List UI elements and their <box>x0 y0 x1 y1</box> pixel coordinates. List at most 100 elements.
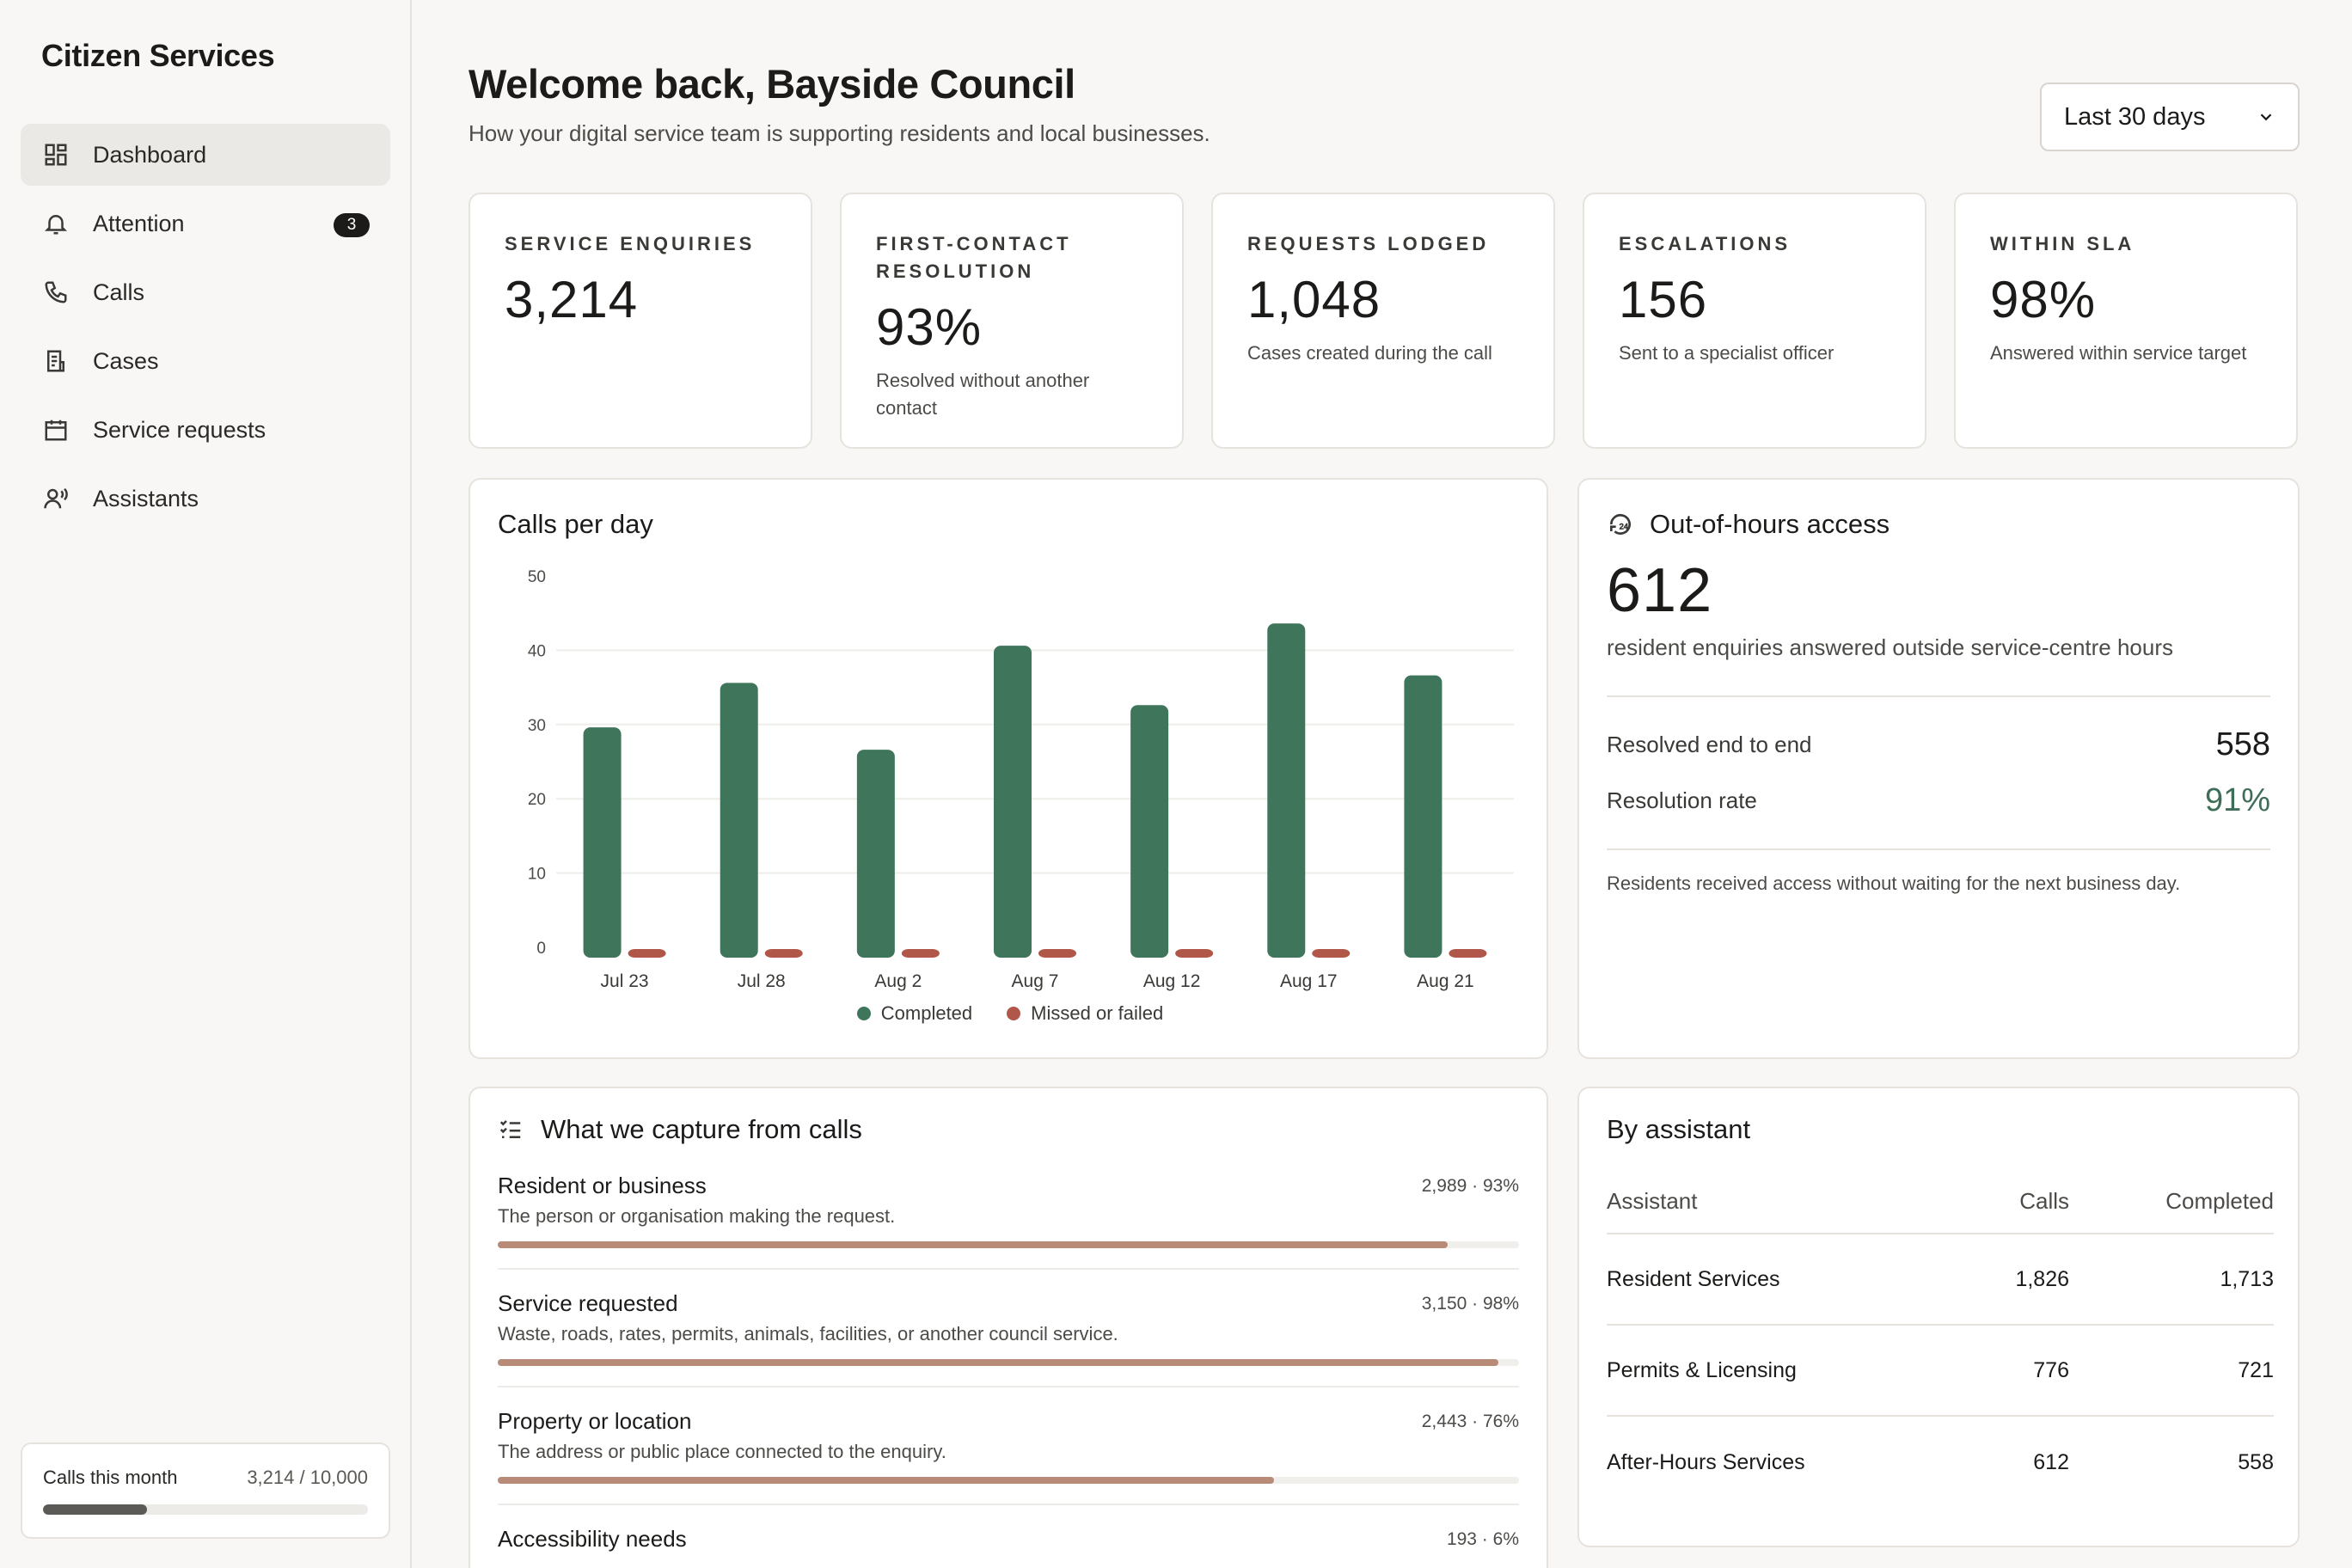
capture-bar <box>498 1359 1519 1366</box>
assistant-calls: 612 <box>2033 1449 2069 1474</box>
sidebar-item-label: Calls <box>93 279 145 305</box>
usage-label: Calls this month <box>43 1467 178 1488</box>
divider <box>1607 848 2270 850</box>
bar-completed <box>856 750 895 958</box>
calendar-icon <box>43 417 69 443</box>
page-subtitle: How your digital service team is support… <box>469 120 1210 146</box>
bar-completed <box>720 683 758 958</box>
chart-title: Calls per day <box>498 509 653 539</box>
capture-desc: Waste, roads, rates, permits, animals, f… <box>498 1323 1118 1344</box>
kpi-label: Service enquiries <box>505 233 756 254</box>
legend-label: Completed <box>880 1002 973 1024</box>
sidebar-nav: Dashboard Attention 3 Calls Cases Serv <box>21 124 390 536</box>
kpi-label: First-contact resolution <box>876 233 1072 282</box>
assistant-completed: 721 <box>2238 1357 2274 1382</box>
usage-progress-bar <box>43 1504 368 1515</box>
sidebar-item-assistants[interactable]: Assistants <box>21 468 390 530</box>
kpi-card-escalations: Escalations 156 Sent to a specialist off… <box>1583 193 1926 449</box>
bar-completed <box>994 646 1032 958</box>
kpi-card-requests-lodged: Requests lodged 1,048 Cases created duri… <box>1211 193 1555 449</box>
x-tick-label: Aug 2 <box>874 971 922 991</box>
ooh-row-resolved: Resolved end to end 558 <box>1607 726 2270 763</box>
assistant-calls: 1,826 <box>2015 1266 2069 1291</box>
table-header: Assistant Calls Completed <box>1607 1169 2274 1234</box>
chevron-down-icon <box>2260 113 2272 121</box>
table-row[interactable]: After-Hours Services 612 558 <box>1607 1417 2274 1508</box>
out-of-hours-title: Out-of-hours access <box>1650 509 1890 539</box>
capture-bar-fill <box>498 1477 1274 1484</box>
checklist-icon <box>499 1120 521 1138</box>
ooh-row-label: Resolved end to end <box>1607 732 1812 757</box>
sidebar-item-label: Dashboard <box>93 141 207 168</box>
list-item: Accessibility needs 193 · 6% <box>498 1505 1519 1568</box>
kpi-card-service-enquiries: Service enquiries 3,214 <box>469 193 812 449</box>
sidebar-item-dashboard[interactable]: Dashboard <box>21 124 390 186</box>
date-range-value: Last 30 days <box>2064 102 2206 131</box>
svg-text:24: 24 <box>1620 522 1628 530</box>
bar-missed <box>901 949 940 958</box>
assistant-table: Assistant Calls Completed Resident Servi… <box>1607 1169 2274 1508</box>
assistant-calls: 776 <box>2033 1357 2069 1382</box>
bar-missed <box>628 949 666 958</box>
calls-per-day-chart-card: 0 10 20 30 40 50 Jul 23 Jul 28 Aug 2 Aug 7 Aug 12 A… <box>469 478 1548 1059</box>
capture-bar <box>498 1477 1519 1484</box>
by-assistant-card: By assistant Assistant Calls Completed R… <box>1577 1087 2300 1547</box>
capture-bar-fill <box>498 1241 1448 1248</box>
bar-missed <box>1175 949 1214 958</box>
out-of-hours-card: 24 Out-of-hours access 612 resident enqu… <box>1577 478 2300 1059</box>
ooh-row-value: 91% <box>2204 782 2270 818</box>
legend-swatch <box>856 1007 871 1020</box>
capture-desc: The person or organisation making the re… <box>498 1205 896 1227</box>
legend-item-missed: Missed or failed <box>1007 1002 1163 1025</box>
capture-name: Property or location <box>498 1408 692 1434</box>
bar-missed <box>1312 949 1351 958</box>
list-item: Property or location The address or publ… <box>498 1387 1519 1505</box>
page-title: Welcome back, Bayside Council <box>469 61 1075 107</box>
bar-missed <box>764 949 803 958</box>
usage-progress-fill <box>43 1504 148 1515</box>
divider <box>1607 695 2270 697</box>
assistant-completed: 1,713 <box>2220 1266 2274 1291</box>
sidebar-item-label: Attention <box>93 210 185 236</box>
out-of-hours-footer: Residents received access without waitin… <box>1607 873 2181 894</box>
capture-desc: The address or public place connected to… <box>498 1441 946 1462</box>
kpi-note: Cases created during the call <box>1247 342 1492 364</box>
document-icon <box>43 348 69 374</box>
sidebar-item-cases[interactable]: Cases <box>21 330 390 392</box>
y-tick-label: 40 <box>528 642 546 660</box>
kpi-note: Resolved without another contact <box>876 370 1090 419</box>
assistant-completed: 558 <box>2238 1449 2274 1474</box>
calls-per-day-chart: 0 10 20 30 40 50 Jul 23 Jul 28 Aug 2 Aug 7 Aug 12 A… <box>528 568 1514 991</box>
app-title: Citizen Services <box>41 38 275 73</box>
bar-completed <box>1404 675 1442 958</box>
list-item: Service requested Waste, roads, rates, p… <box>498 1270 1519 1387</box>
capture-name: Accessibility needs <box>498 1526 687 1552</box>
bar-missed <box>1038 949 1076 958</box>
x-tick-label: Jul 23 <box>601 971 649 991</box>
kpi-value: 3,214 <box>505 271 639 328</box>
column-header: Calls <box>2019 1187 2069 1214</box>
y-tick-label: 10 <box>528 866 546 884</box>
by-assistant-title: By assistant <box>1607 1114 1751 1144</box>
kpi-card-first-contact-resolution: First-contact resolution 93% Resolved wi… <box>840 193 1184 449</box>
capture-list: Resident or business The person or organ… <box>498 1152 1519 1568</box>
sidebar-item-calls[interactable]: Calls <box>21 261 390 323</box>
date-range-select[interactable]: Last 30 days <box>2040 83 2300 151</box>
table-row[interactable]: Permits & Licensing 776 721 <box>1607 1326 2274 1417</box>
assistant-icon <box>43 486 69 511</box>
y-tick-label: 30 <box>528 717 546 735</box>
kpi-value: 1,048 <box>1247 271 1381 328</box>
sidebar-item-service-requests[interactable]: Service requests <box>21 399 390 461</box>
sidebar: Citizen Services Dashboard Attention 3 C… <box>0 0 412 1568</box>
kpi-value: 98% <box>1990 271 2097 328</box>
capture-card: What we capture from calls Resident or b… <box>469 1087 1548 1568</box>
table-row[interactable]: Resident Services 1,826 1,713 <box>1607 1234 2274 1326</box>
legend-item-completed: Completed <box>856 1002 973 1025</box>
sidebar-item-attention[interactable]: Attention 3 <box>21 193 390 254</box>
out-of-hours-note: resident enquiries answered outside serv… <box>1607 634 2174 660</box>
assistant-name: After-Hours Services <box>1607 1449 1805 1474</box>
y-tick-label: 50 <box>528 568 546 586</box>
capture-stat: 2,989 · 93% <box>1421 1176 1519 1196</box>
column-header: Completed <box>2165 1187 2274 1214</box>
capture-stat: 3,150 · 98% <box>1421 1294 1519 1314</box>
